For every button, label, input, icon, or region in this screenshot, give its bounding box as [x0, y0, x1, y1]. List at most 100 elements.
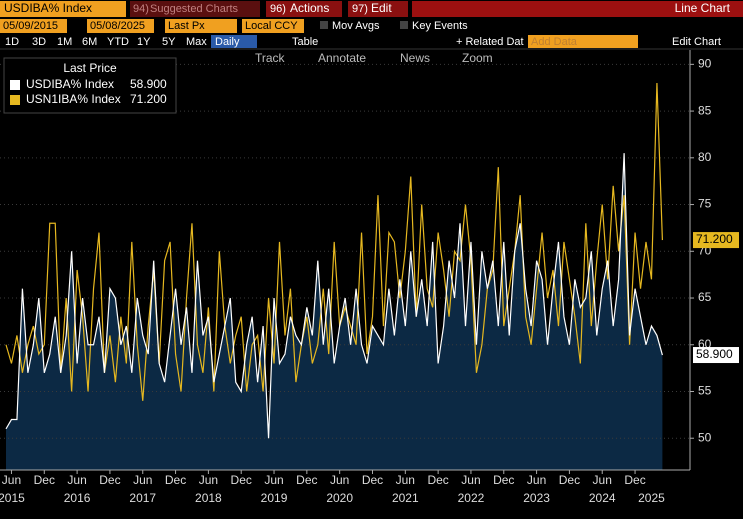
year-label: 2017 — [129, 491, 156, 505]
x-tick-label: Jun — [461, 473, 480, 487]
frequency-selector[interactable] — [211, 35, 257, 48]
legend: USDIBA% Index 58.900 USN1IBA% Index 71.200 — [10, 77, 167, 106]
suggested-button[interactable] — [130, 1, 260, 17]
period-button[interactable]: 6M — [82, 36, 97, 48]
legend-box — [3, 57, 177, 114]
add-data: Add Data — [531, 36, 578, 48]
x-tick-label: Dec — [427, 473, 448, 487]
actions: Actions — [290, 1, 329, 15]
year-label: 2015 — [0, 491, 25, 505]
tool-button[interactable]: Zoom — [462, 51, 493, 65]
year-label: 2021 — [392, 491, 419, 505]
tool-button[interactable]: Annotate — [318, 51, 366, 65]
period-button[interactable]: 1D — [5, 36, 19, 48]
period-button[interactable]: 3D — [32, 36, 46, 48]
y-tick-label: 85 — [698, 103, 712, 117]
start-date-field[interactable] — [0, 19, 67, 33]
table[interactable]: Table — [292, 36, 318, 48]
x-tick-label: Jun — [264, 473, 283, 487]
x-tick-label: Dec — [296, 473, 317, 487]
end-date-field[interactable] — [87, 19, 154, 33]
mov-avgs: Mov Avgs — [332, 20, 380, 32]
currency: Local CCY — [245, 20, 298, 32]
actions-button[interactable] — [266, 1, 342, 17]
edit-button[interactable] — [348, 1, 408, 17]
x-tick-label: Jun — [199, 473, 218, 487]
x-tick-label: Dec — [624, 473, 645, 487]
edit: Edit — [371, 1, 392, 15]
last-value-label: 58.900 — [696, 347, 733, 361]
year-label: 2023 — [523, 491, 550, 505]
key-events-checkbox[interactable] — [400, 21, 408, 29]
currency-selector[interactable] — [242, 19, 304, 33]
year-label: 2016 — [64, 491, 91, 505]
x-tick-label: Dec — [362, 473, 383, 487]
x-tick-label: Dec — [34, 473, 55, 487]
y-tick-label: 55 — [698, 384, 712, 398]
edit-chart[interactable]: Edit Chart — [672, 36, 721, 48]
legend-swatch — [10, 80, 20, 90]
year-label: 2020 — [326, 491, 353, 505]
mov-avgs-checkbox[interactable] — [320, 21, 328, 29]
x-tick-label: Jun — [396, 473, 415, 487]
x-tick-label: Dec — [493, 473, 514, 487]
y-tick-label: 80 — [698, 150, 712, 164]
x-tick-label: Dec — [165, 473, 186, 487]
edit-num: 97) — [352, 3, 368, 15]
tool-button[interactable]: News — [400, 51, 430, 65]
period-buttons: 1D 3D 1M 6M YTD 1Y 5Y Max — [5, 36, 207, 48]
x-tick-label: Jun — [2, 473, 21, 487]
key-events: Key Events — [412, 20, 468, 32]
chart-type: Line Chart — [675, 1, 731, 15]
title-strip — [412, 1, 743, 17]
x-tick-label: Dec — [559, 473, 580, 487]
x-tick-label: Jun — [330, 473, 349, 487]
frequency: Daily — [215, 36, 240, 48]
year-label: 2022 — [458, 491, 485, 505]
legend-title: Last Price — [63, 61, 117, 75]
field-selector[interactable] — [165, 19, 237, 33]
end-date: 05/08/2025 — [90, 20, 145, 32]
period-button[interactable]: 1M — [57, 36, 72, 48]
ticker-field[interactable] — [0, 1, 126, 17]
x-tick-label: Jun — [67, 473, 86, 487]
start-date: 05/09/2015 — [3, 20, 58, 32]
legend-name: USN1IBA% Index — [26, 92, 121, 106]
year-label: 2019 — [261, 491, 288, 505]
last-value-box — [693, 232, 739, 249]
series-line — [5, 153, 663, 439]
y-tick-label: 75 — [698, 197, 712, 211]
legend-swatch — [10, 95, 20, 105]
tool-button[interactable]: Track — [255, 51, 286, 65]
x-tick-label: Dec — [99, 473, 120, 487]
y-tick-label: 50 — [698, 430, 712, 444]
series-line — [5, 83, 663, 401]
year-label: 2018 — [195, 491, 222, 505]
legend-value: 71.200 — [130, 92, 167, 106]
suggested: Suggested Charts — [150, 3, 239, 15]
actions-num: 96) — [270, 3, 286, 15]
period-button[interactable]: YTD — [107, 36, 129, 48]
related[interactable]: + Related Dat — [456, 36, 524, 48]
y-tick-label: 90 — [698, 57, 712, 71]
period-button[interactable]: 1Y — [137, 36, 151, 48]
suggested-num: 94) — [133, 3, 149, 15]
year-label: 2025 — [638, 491, 665, 505]
y-tick-label: 65 — [698, 290, 712, 304]
x-tick-label: Jun — [527, 473, 546, 487]
x-tick-label: Dec — [231, 473, 252, 487]
legend-name: USDIBA% Index — [26, 77, 114, 91]
field: Last Px — [168, 20, 205, 32]
period-button[interactable]: Max — [186, 36, 207, 48]
period-button[interactable]: 5Y — [162, 36, 176, 48]
year-label: 2024 — [589, 491, 616, 505]
x-tick-label: Jun — [593, 473, 612, 487]
chart-tools: Track Annotate News Zoom — [255, 51, 493, 65]
x-tick-label: Jun — [133, 473, 152, 487]
add-data-field[interactable] — [528, 35, 638, 48]
last-value-box — [693, 347, 739, 364]
last-value-label: 71.200 — [696, 232, 733, 246]
